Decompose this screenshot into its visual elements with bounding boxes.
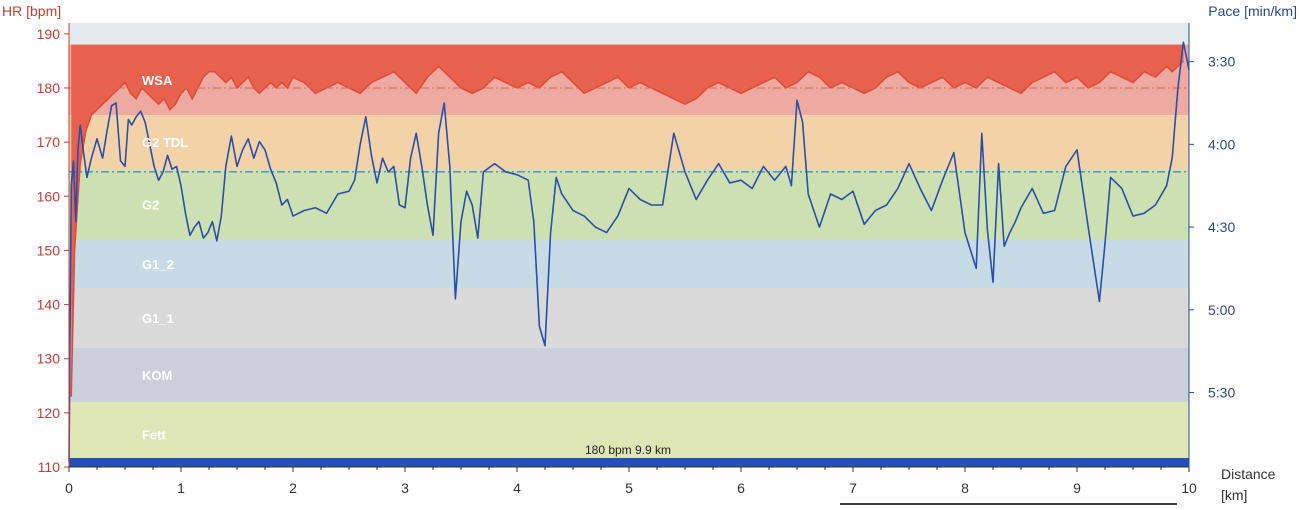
hr-tick-label-8: 110	[38, 459, 61, 475]
x-tick-label-3: 3	[401, 480, 409, 496]
zone-label-4: G1_1	[142, 311, 174, 326]
zone-label-0: WSA	[142, 73, 173, 88]
x-tick-label-1: 1	[177, 480, 185, 496]
zone-band-6	[69, 402, 1189, 467]
hr-tick-label-0: 190	[37, 26, 61, 42]
x-axis-title: Distance	[1221, 466, 1276, 482]
zone-bands	[69, 44, 1189, 467]
hover-annotation: 180 bpm 9.9 km	[585, 443, 671, 457]
x-tick-label-0: 0	[65, 480, 73, 496]
zone-band-5	[69, 347, 1189, 403]
zone-label-1: G2 TDL	[142, 135, 188, 150]
x-tick-label-7: 7	[849, 480, 857, 496]
zone-band-1	[69, 115, 1189, 170]
pace-series	[68, 41, 1190, 462]
hr-tick-label-3: 160	[37, 188, 61, 204]
pace-tick-label-0: 3:30	[1208, 54, 1235, 70]
zone-band-3	[69, 239, 1189, 289]
hr-line	[70, 60, 1184, 397]
x-axis-unit: [km]	[1221, 487, 1247, 503]
x-tick-label-5: 5	[625, 480, 633, 496]
zone-labels: WSA G2 TDL G2 G1_2 G1_1 KOM Fett	[142, 73, 188, 443]
x-tick-label-2: 2	[289, 480, 297, 496]
zone-label-5: KOM	[142, 368, 172, 383]
zone-label-6: Fett	[142, 428, 167, 443]
hr-tick-label-4: 150	[37, 242, 61, 258]
x-tick-label-6: 6	[737, 480, 745, 496]
x-tick-label-9: 9	[1073, 480, 1081, 496]
pace-tick-label-2: 4:30	[1208, 219, 1235, 235]
hr-tick-label-7: 120	[37, 405, 61, 421]
hr-tick-label-1: 180	[37, 80, 61, 96]
hr-tick-label-2: 170	[37, 134, 61, 150]
hr-tick-label-5: 140	[37, 297, 61, 313]
x-tick-label-4: 4	[513, 480, 521, 496]
hr-area	[71, 44, 1184, 397]
zone-band-4	[69, 288, 1189, 348]
reference-lines	[69, 87, 1189, 173]
bottom-band	[69, 458, 1189, 467]
zone-band-2	[69, 169, 1189, 240]
left-axis-title: HR [bpm]	[2, 3, 61, 19]
right-axis-title: Pace [min/km]	[1208, 3, 1297, 19]
pace-tick-label-3: 5:00	[1208, 302, 1235, 318]
distance-band	[69, 458, 1189, 467]
pace-tick-label-1: 4:00	[1208, 136, 1235, 152]
axes: 1901801701601501401301201103:304:004:305…	[37, 23, 1235, 505]
hr-tick-label-6: 130	[37, 351, 61, 367]
pace-tick-label-4: 5:30	[1208, 385, 1235, 401]
zone-label-3: G1_2	[142, 257, 174, 272]
x-tick-label-8: 8	[961, 480, 969, 496]
pace-line	[68, 41, 1190, 462]
x-tick-label-10: 10	[1181, 480, 1197, 496]
hr-series	[70, 44, 1184, 397]
zone-label-2: G2	[142, 197, 159, 212]
